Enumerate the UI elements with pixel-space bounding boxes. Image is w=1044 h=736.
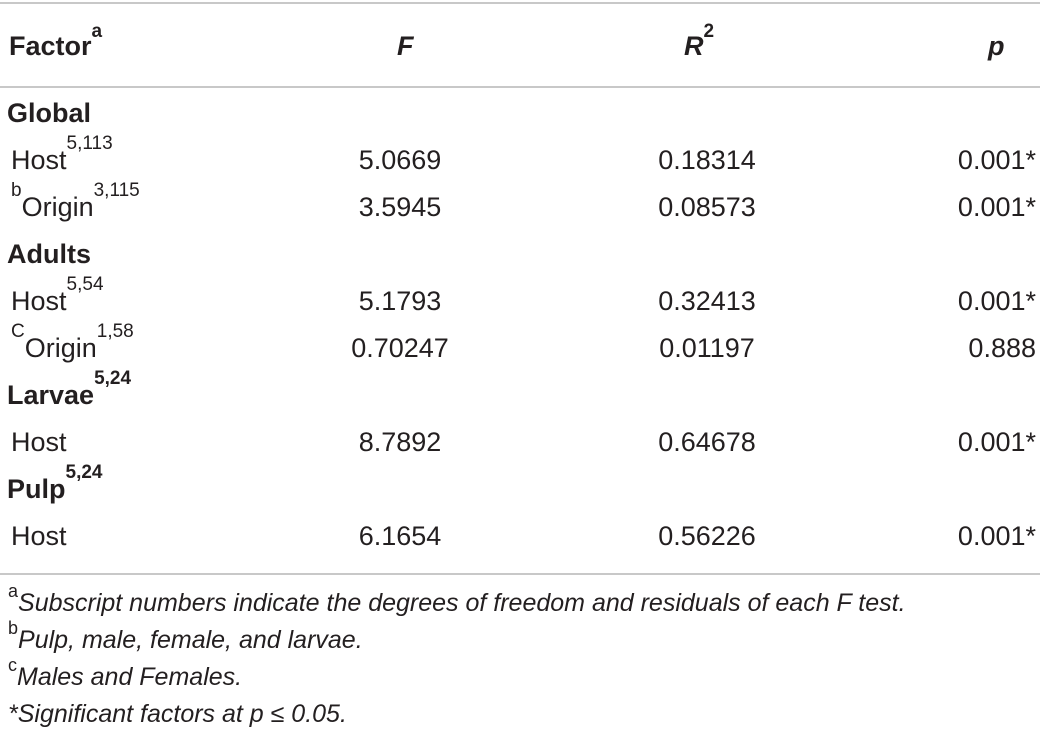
p-value-cell: 0.001* [958,419,1036,465]
table-row: Host 6.1654 0.56226 0.001* [0,513,1040,559]
footnote-mark: a [8,581,18,601]
group-label: Larvae5,24 [7,372,131,418]
factor-label: Adults [7,239,91,269]
table-row: COrigin1,58 0.70247 0.01197 0.888 [0,325,1040,371]
column-header-r2: R2 [684,26,714,66]
footnote-text: *Significant factors at p ≤ 0.05. [8,700,347,728]
factor-label: Pulp [7,474,66,504]
footnote: *Significant factors at p ≤ 0.05. [8,696,347,732]
footnote-text: Males and Females. [17,663,242,691]
degrees-of-freedom: 3,115 [94,180,140,201]
f-value-cell: 5.0669 [300,137,500,183]
footnote-text: Pulp, male, female, and larvae. [18,626,363,654]
factor-cell: Host [11,513,67,559]
group-label: Pulp5,24 [7,466,102,512]
factor-label: Host [11,286,67,316]
f-value-cell: 0.70247 [300,325,500,371]
column-header-factor: Factora [9,26,102,66]
group-row: Larvae5,24 [0,372,1040,418]
table-bottom-rule [0,573,1040,575]
degrees-of-freedom: 5,24 [66,462,103,483]
column-header-p: p [988,26,1005,66]
factor-label: Origin [25,333,97,363]
table-row: Host5,54 5.1793 0.32413 0.001* [0,278,1040,324]
degrees-of-freedom: 5,113 [67,133,113,154]
footnote: aSubscript numbers indicate the degrees … [8,585,906,621]
footnote-text: Subscript numbers indicate the degrees o… [18,589,906,617]
factor-cell: COrigin1,58 [11,325,134,371]
p-value-cell: 0.001* [958,278,1036,324]
r2-value-cell: 0.18314 [607,137,807,183]
factor-label: Host [11,145,67,175]
r2-value-cell: 0.01197 [607,325,807,371]
f-value-cell: 5.1793 [300,278,500,324]
table-row: bOrigin3,115 3.5945 0.08573 0.001* [0,184,1040,230]
p-value-cell: 0.888 [968,325,1036,371]
footnote-mark: C [11,321,25,342]
group-row: Pulp5,24 [0,466,1040,512]
factor-label: Larvae [7,380,94,410]
table-row: Host5,113 5.0669 0.18314 0.001* [0,137,1040,183]
group-label: Global [7,90,91,136]
p-value-cell: 0.001* [958,137,1036,183]
factor-label: Origin [22,192,94,222]
footnote: bPulp, male, female, and larvae. [8,622,363,658]
p-value-cell: 0.001* [958,184,1036,230]
group-row: Adults [0,231,1040,277]
factor-cell: Host [11,419,67,465]
table-top-rule [0,2,1040,4]
factor-label: Host [11,427,67,457]
r2-value-cell: 0.32413 [607,278,807,324]
factor-label: Host [11,521,67,551]
factor-cell: Host5,113 [11,137,113,183]
r2-value-cell: 0.56226 [607,513,807,559]
group-label: Adults [7,231,91,277]
f-value-cell: 3.5945 [300,184,500,230]
footnote-mark: b [11,180,22,201]
footnote: cMales and Females. [8,659,242,695]
degrees-of-freedom: 5,24 [94,368,131,389]
f-value-cell: 8.7892 [300,419,500,465]
footnote-mark: b [8,618,18,638]
factor-cell: Host5,54 [11,278,104,324]
p-value-cell: 0.001* [958,513,1036,559]
factor-label: Global [7,98,91,128]
column-header-f: F [397,26,414,66]
degrees-of-freedom: 1,58 [97,321,134,342]
table-row: Host 8.7892 0.64678 0.001* [0,419,1040,465]
r2-value-cell: 0.08573 [607,184,807,230]
r2-value-cell: 0.64678 [607,419,807,465]
footnote-mark: c [8,655,17,675]
degrees-of-freedom: 5,54 [67,274,104,295]
factor-cell: bOrigin3,115 [11,184,140,230]
header-rule [0,86,1040,88]
group-row: Global [0,90,1040,136]
f-value-cell: 6.1654 [300,513,500,559]
